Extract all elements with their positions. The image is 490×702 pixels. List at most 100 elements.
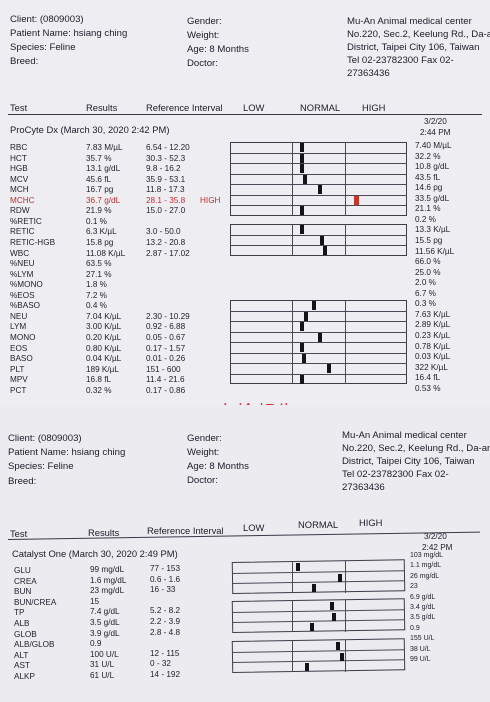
row-test: EOS (10, 343, 28, 353)
clinic-line-1: Mu-An Animal medical center (347, 16, 472, 27)
range-row-line (230, 321, 407, 323)
row-test: %RETIC (10, 216, 42, 226)
row-reference: 16 - 33 (150, 585, 176, 595)
range-row-line (230, 363, 407, 365)
row-history: 7.63 K/µL (415, 309, 451, 319)
range-col-line (345, 640, 346, 672)
range-col-line (345, 300, 346, 385)
row-result: 27.1 % (86, 269, 112, 279)
row-test: WBC (10, 248, 30, 258)
clinic-line-4: Tel 02-23782300 Fax 02- (347, 55, 454, 66)
row-history: 1.1 mg/dL (410, 562, 442, 570)
col-low: LOW (243, 522, 265, 533)
row-test: RETIC-HGB (10, 237, 56, 247)
breed: Breed: (8, 476, 37, 487)
row-test: PLT (10, 364, 25, 374)
result-marker (340, 652, 344, 661)
row-test: %EOS (10, 290, 35, 300)
row-test: MPV (10, 375, 28, 385)
row-history: 0.03 K/µL (415, 352, 451, 361)
row-result: 3.5 g/dL (90, 618, 120, 627)
row-test: NEU (10, 311, 28, 321)
row-result: 3.9 g/dL (90, 628, 120, 638)
range-frame (230, 224, 407, 256)
row-test: GLU (14, 566, 31, 575)
section-title: ProCyte Dx (March 30, 2020 2:42 PM) (10, 124, 170, 135)
range-row-line (230, 194, 407, 196)
row-result: 61 U/L (90, 671, 115, 680)
row-history: 6.9 g/dL (410, 593, 436, 601)
procyte-report: Client: (0809003) Patient Name: hsiang c… (0, 0, 490, 405)
row-test: LYM (10, 322, 27, 332)
row-reference: 15.0 - 27.0 (146, 206, 186, 216)
row-reference: 0.17 - 1.57 (146, 343, 186, 353)
row-reference: 0.17 - 0.86 (146, 385, 186, 395)
range-row-line (230, 152, 407, 154)
row-history: 2.0 % (415, 278, 436, 288)
row-result: 0.32 % (86, 385, 112, 395)
row-result: 16.8 fL (86, 375, 112, 385)
result-marker (300, 153, 304, 163)
row-history: 21.1 % (415, 204, 441, 214)
result-marker (300, 225, 304, 234)
catalyst-report: Client: (0809003) Patient Name: hsiang c… (0, 405, 490, 702)
row-test: MCH (10, 185, 29, 195)
range-col-line (292, 300, 293, 385)
row-history: 11.56 K/µL (415, 246, 455, 256)
row-test: RETIC (10, 227, 35, 237)
row-test: %NEU (10, 259, 35, 269)
result-marker (320, 235, 324, 245)
range-col-line (345, 142, 346, 216)
row-result: 23 mg/dL (90, 586, 125, 596)
result-marker (318, 332, 322, 342)
row-test: RDW (10, 206, 30, 216)
range-frame (231, 638, 406, 673)
weight: Weight: (187, 30, 220, 41)
patient-name: Patient Name: hsiang ching (10, 28, 128, 39)
row-test: %MONO (10, 280, 43, 290)
row-test: CREA (14, 576, 37, 586)
row-result: 13.1 g/dL (86, 164, 121, 174)
range-frame (231, 559, 406, 594)
row-history: 3.5 g/dL (410, 614, 436, 622)
row-reference: 30.3 - 52.3 (146, 153, 186, 163)
row-reference: 2.8 - 4.8 (150, 627, 181, 637)
col-high: HIGH (359, 517, 383, 528)
row-history: 25.0 % (415, 267, 441, 277)
row-history: 0.53 % (415, 383, 441, 393)
result-marker (305, 663, 309, 672)
row-test: %BASO (10, 301, 41, 311)
row-reference: 11.8 - 17.3 (146, 185, 185, 195)
row-test: BUN/CREA (14, 597, 57, 607)
row-reference: 0.92 - 6.88 (146, 322, 186, 332)
range-col-line (345, 224, 346, 256)
row-result: 0.80 K/µL (86, 343, 122, 353)
clinic-line-5: 27363436 (347, 68, 390, 79)
row-history: 15.5 pg (415, 235, 443, 245)
range-frame (230, 142, 407, 216)
row-reference: 151 - 600 (146, 364, 181, 374)
range-row-line (230, 373, 407, 375)
row-history: 155 U/L (410, 635, 435, 643)
row-reference: 28.1 - 35.8 (146, 195, 186, 205)
row-result: 0.20 K/µL (86, 332, 122, 342)
client-id: Client: (0809003) (10, 14, 84, 25)
result-marker (336, 642, 340, 650)
row-reference: 0.05 - 0.67 (146, 332, 186, 342)
row-history: 13.3 K/µL (415, 225, 451, 235)
high-marker (354, 195, 359, 205)
range-row-line (230, 205, 407, 207)
row-history: 26 mg/dL (410, 572, 440, 580)
col-results: Results (88, 527, 120, 538)
row-reference: 3.0 - 50.0 (146, 227, 181, 237)
row-reference: 77 - 153 (150, 564, 181, 573)
col-low: LOW (243, 102, 265, 113)
range-row-line (230, 184, 407, 186)
gender: Gender: (187, 16, 222, 27)
range-row-line (230, 173, 407, 175)
row-result: 45.6 fL (86, 174, 112, 184)
result-marker (296, 563, 300, 571)
row-result: 0.1 % (86, 216, 107, 226)
history-time: 2:44 PM (420, 128, 451, 137)
weight: Weight: (187, 447, 220, 458)
